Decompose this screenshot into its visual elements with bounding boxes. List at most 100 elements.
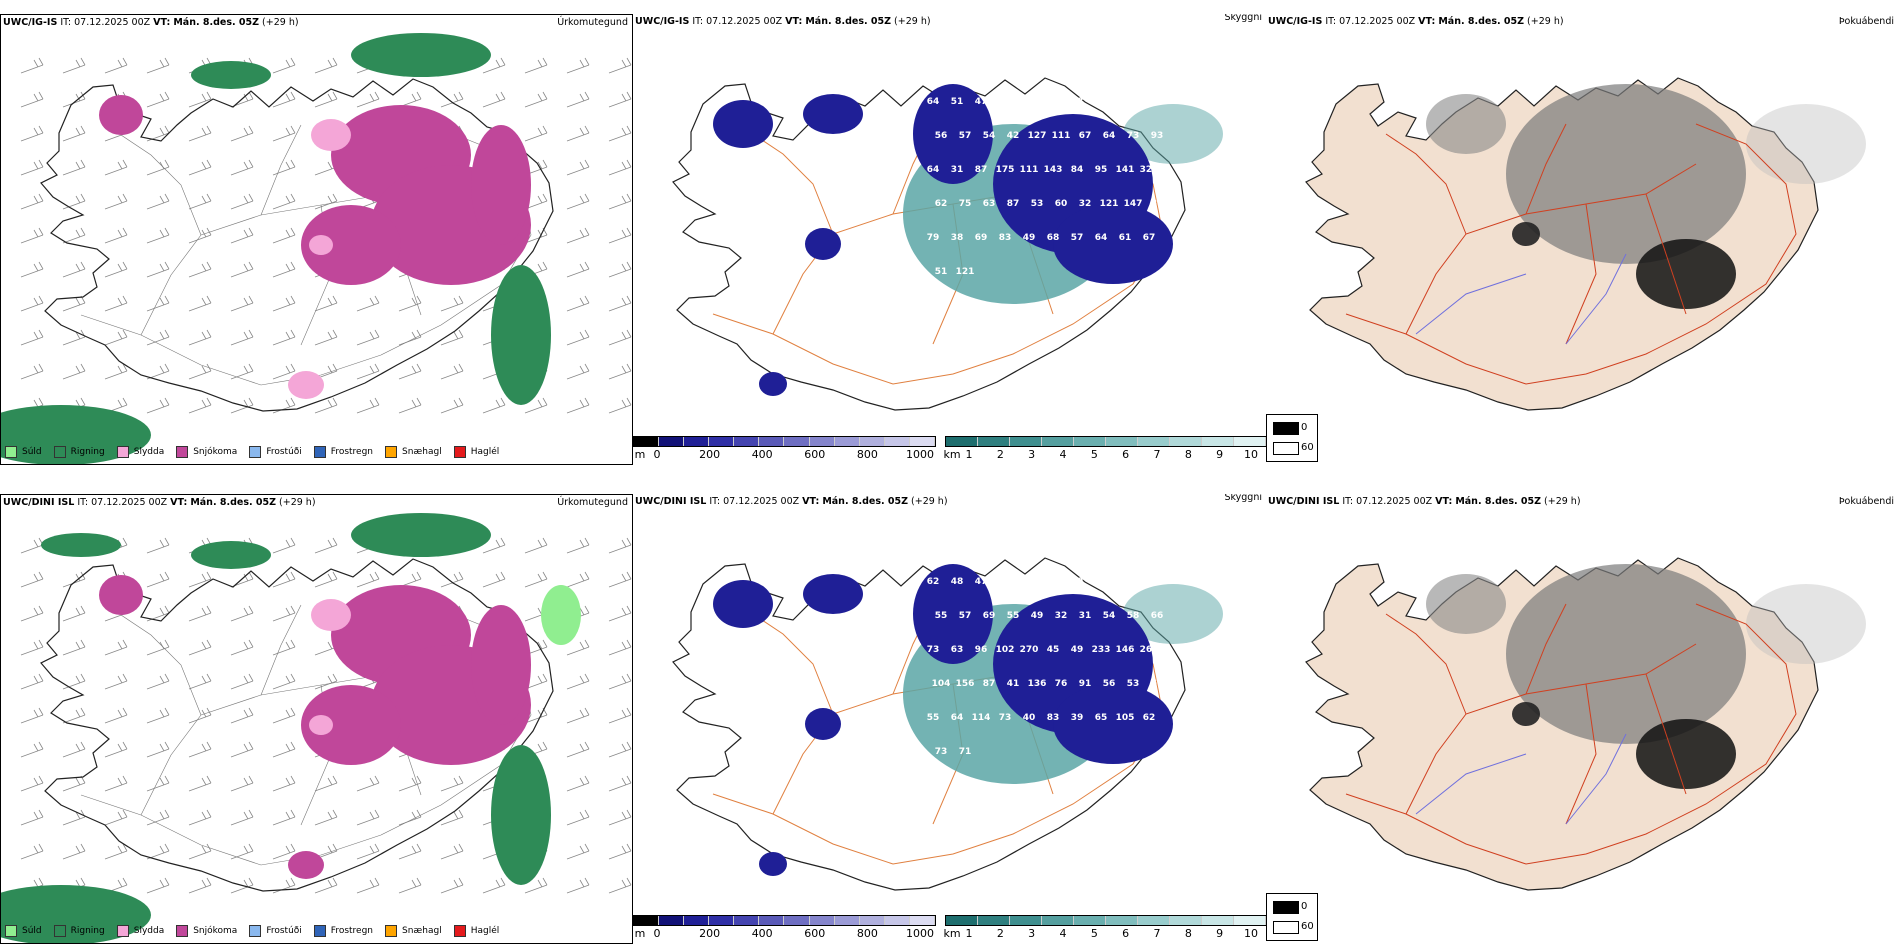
visibility-label: 51	[1023, 577, 1036, 587]
visibility-label: 87	[1007, 199, 1020, 209]
visibility-label: 49	[1031, 611, 1044, 621]
visibility-label: 79	[927, 233, 940, 243]
visibility-label: 50	[1095, 577, 1108, 587]
visibility-label: 84	[1071, 165, 1084, 175]
visibility-label: 69	[975, 233, 988, 243]
precip-legend: Súld Rigning Slydda Snjókoma Frostúði Frostre…	[5, 925, 499, 937]
model-name: UWC/IG-IS	[3, 17, 58, 28]
colorbar-cell	[1074, 437, 1106, 446]
valid-label: VT:	[1435, 496, 1453, 507]
visibility-label: 141	[1116, 165, 1135, 175]
precip-map	[1, 513, 632, 943]
colorbar-cell	[1234, 437, 1266, 446]
valid-label: VT:	[802, 496, 820, 507]
valid-label: VT:	[170, 497, 188, 508]
precip-panel-2: UWC/DINI ISL IT: 07.12.2025 00Z VT: Mán.…	[0, 494, 633, 944]
init-time: 07.12.2025 00Z	[91, 497, 168, 508]
colorbar-cell	[859, 916, 885, 925]
legend-label: Haglél	[470, 926, 500, 936]
colorbar-cell	[684, 437, 710, 446]
visibility-label: 65	[1095, 713, 1108, 723]
colorbar-cell	[734, 437, 760, 446]
visibility-label: 45	[1047, 645, 1060, 655]
visibility-label: 31	[951, 165, 964, 175]
colorbar-cell	[1170, 437, 1202, 446]
visibility-label: 40	[1023, 713, 1036, 723]
legend-label: Súld	[22, 447, 42, 457]
colorbar-tick: 6	[1122, 927, 1130, 940]
colorbar-tick: 600	[804, 448, 826, 461]
cloud-panel-1: UWC/IG-IS IT: 07.12.2025 00Z VT: Mán. 8.…	[633, 14, 1266, 465]
valid-label: VT:	[153, 17, 171, 28]
colorbar-cell	[784, 916, 810, 925]
legend-label: Snjókoma	[193, 926, 238, 936]
visibility-label: 49	[1071, 577, 1084, 587]
colorbar-tick: 4	[1059, 927, 1067, 940]
visibility-label: 96	[975, 645, 988, 655]
legend-item: Frostregn	[313, 446, 374, 458]
valid-time: Mán. 8.des. 05Z	[173, 17, 260, 28]
visibility-colorbar: km 1 2 3 4 5 6 7 8 9 10	[943, 436, 1266, 461]
legend-item: Slydda	[116, 925, 164, 937]
visibility-label: 47	[1119, 97, 1132, 107]
visibility-label: 56	[935, 131, 948, 141]
visibility-label: 127	[1028, 131, 1047, 141]
lead-time: (+29 h)	[894, 16, 931, 27]
fog-panel-1: UWC/IG-IS IT: 07.12.2025 00Z VT: Mán. 8.…	[1266, 14, 1900, 465]
legend-item: Rigning	[53, 925, 105, 937]
visibility-label: 49	[1071, 645, 1084, 655]
panel-title: UWC/DINI ISL IT: 07.12.2025 00Z VT: Mán.…	[3, 497, 316, 508]
colorbar-unit: m	[634, 927, 646, 940]
visibility-label: 261	[1140, 645, 1159, 655]
legend-item: Snæhagl	[385, 446, 442, 458]
field-name: Úrkomutegund	[557, 17, 628, 28]
colorbar-cell	[1010, 916, 1042, 925]
legend-label: Rigning	[70, 447, 105, 457]
colorbar-tick: 10	[1244, 927, 1258, 940]
visibility-label: 57	[1071, 233, 1084, 243]
visibility-label: 270	[1020, 645, 1039, 655]
colorbar-cell	[734, 916, 760, 925]
colorbar-cell	[978, 916, 1010, 925]
legend-label: Frostúði	[266, 447, 302, 457]
fog-key-value: 60	[1301, 442, 1314, 453]
visibility-label: 61	[1119, 233, 1132, 243]
cloud-map: 62 48 47 59 51 59 49 50 36 39 55 57 69 55 49 32 31 54 58 66…	[672, 557, 1223, 891]
colorbar-cell	[834, 437, 860, 446]
visibility-label: 62	[927, 577, 940, 587]
visibility-label: 93	[1151, 131, 1164, 141]
valid-time: Mán. 8.des. 05Z	[1455, 496, 1541, 507]
colorbar-cell	[884, 437, 910, 446]
colorbar-cell	[1042, 437, 1074, 446]
legend-label: Frostregn	[330, 447, 374, 457]
fog-key: 0 60	[1266, 893, 1318, 941]
colorbar-cell	[659, 916, 685, 925]
fog-key-swatch	[1273, 422, 1299, 435]
colorbar-cell	[1042, 916, 1074, 925]
visibility-label: 47	[975, 577, 988, 587]
legend-item: Snjókoma	[176, 925, 237, 937]
visibility-label: 39	[1071, 713, 1084, 723]
init-time: 07.12.2025 00Z	[1339, 16, 1416, 27]
colorbar-tick: 0	[653, 448, 661, 461]
visibility-label: 55	[1007, 611, 1020, 621]
legend-item: Snjókoma	[176, 446, 237, 458]
colorbar-tick: 400	[751, 448, 773, 461]
field-name: Þokuábendi	[1838, 496, 1894, 507]
visibility-label: 143	[1044, 165, 1063, 175]
visibility-label: 102	[996, 645, 1015, 655]
visibility-label: 136	[1028, 679, 1047, 689]
legend-item: Slydda	[116, 446, 164, 458]
visibility-label: 53	[1127, 679, 1140, 689]
valid-time: Mán. 8.des. 05Z	[1438, 16, 1525, 27]
field-name: Skyggni	[1224, 494, 1262, 503]
visibility-label: 66	[1151, 611, 1164, 621]
visibility-label: 73	[935, 747, 948, 757]
visibility-label: 146	[1116, 645, 1135, 655]
colorbar-tick: 800	[856, 448, 878, 461]
colorbar-tick: 6	[1122, 448, 1130, 461]
legend-swatch	[453, 925, 466, 937]
lead-time: (+29 h)	[262, 17, 299, 28]
visibility-label: 75	[959, 199, 972, 209]
visibility-label: 87	[983, 679, 996, 689]
